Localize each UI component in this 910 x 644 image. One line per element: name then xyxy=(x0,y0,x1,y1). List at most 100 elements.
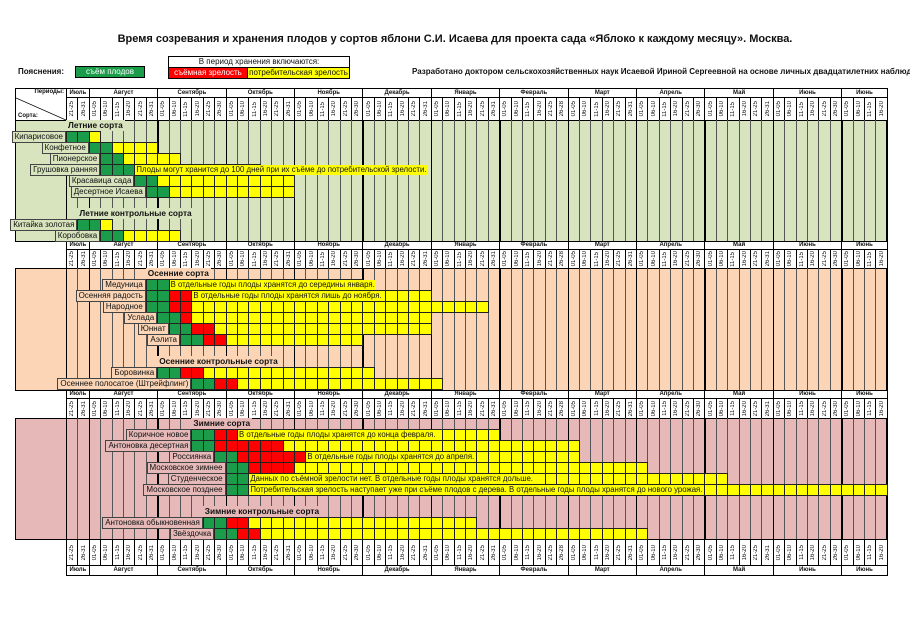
grid-line xyxy=(875,268,877,390)
period-range-label: 06-10 xyxy=(103,544,110,561)
period-range-label: 11-15 xyxy=(456,401,463,416)
grid-line xyxy=(727,120,729,241)
grid-line xyxy=(784,120,786,241)
period-range-label: 11-15 xyxy=(867,101,874,117)
period-range-label: 11-15 xyxy=(456,545,463,560)
variety-label: Народное xyxy=(102,301,146,313)
period-range-label: 01-05 xyxy=(502,400,509,417)
grid-line xyxy=(704,268,706,390)
period-range-label: 21-25 xyxy=(684,544,691,561)
period-range-label: 16-20 xyxy=(673,544,680,561)
grid-line xyxy=(567,268,569,390)
grid-line xyxy=(829,120,831,241)
period-range-label: 06-10 xyxy=(171,251,178,267)
grid-line xyxy=(88,418,91,539)
grid-line xyxy=(316,120,318,241)
period-range-label: 01-05 xyxy=(639,544,646,561)
period-range-label: 01-05 xyxy=(365,101,372,117)
grid-line xyxy=(487,120,489,241)
period-range-label: 06-10 xyxy=(103,400,110,417)
month-header: Апрель xyxy=(636,565,706,576)
grid-line xyxy=(305,120,307,241)
variety-label: Осеннее полосатое (Штрейфлинг) xyxy=(57,378,192,390)
varieties-label: Сорта: xyxy=(18,113,38,119)
period-range-label: 26-31 xyxy=(80,101,87,117)
period-range-label: 11-15 xyxy=(114,545,121,560)
period-header: 16-20 xyxy=(875,398,888,419)
grid-line xyxy=(772,120,775,241)
period-range-label: 26-28 xyxy=(559,400,566,417)
period-range-label: 21-25 xyxy=(205,400,212,417)
month-header: Сентябрь xyxy=(157,565,227,576)
period-range-label: 21-25 xyxy=(205,101,212,117)
period-range-label: 21-25 xyxy=(342,251,349,267)
month-header: Июль xyxy=(66,565,90,576)
corner-diagonal xyxy=(16,97,66,120)
period-range-label: 11-15 xyxy=(867,251,874,267)
grid-line xyxy=(829,268,831,390)
period-range-label: 01-05 xyxy=(433,400,440,417)
period-range-label: 01-05 xyxy=(297,400,304,417)
period-range-label: 06-10 xyxy=(650,544,657,561)
grid-line xyxy=(807,120,808,241)
period-range-label: 16-20 xyxy=(673,251,680,267)
period-range-label: 11-15 xyxy=(456,251,463,267)
period-range-label: 01-05 xyxy=(365,251,372,267)
period-range-label: 26-31 xyxy=(764,544,771,561)
period-range-label: 16-20 xyxy=(810,544,817,561)
legend-harvest: съём плодов xyxy=(75,66,145,78)
period-range-label: 16-20 xyxy=(810,101,817,117)
period-range-label: 26-30 xyxy=(832,400,839,417)
period-range-label: 21-25 xyxy=(753,544,760,561)
cell-consumer xyxy=(430,378,444,390)
period-range-label: 01-05 xyxy=(228,400,235,417)
variety-label: Антоновка десертная xyxy=(105,440,192,452)
period-range-label: 21-25 xyxy=(753,251,760,267)
month-header: Ноябрь xyxy=(294,565,364,576)
period-range-label: 06-10 xyxy=(582,544,589,561)
period-range-label: 26-30 xyxy=(217,400,224,417)
period-range-label: 11-15 xyxy=(593,545,600,560)
period-range-label: 11-15 xyxy=(798,401,805,416)
period-range-label: 21-25 xyxy=(547,400,554,417)
period-header: 16-20 xyxy=(875,539,888,566)
period-range-label: 11-15 xyxy=(730,101,737,117)
grid-line xyxy=(852,268,854,390)
group-heading: Зимние сорта xyxy=(191,418,253,429)
period-range-label: 26-31 xyxy=(627,101,634,117)
grid-line xyxy=(134,268,136,390)
grid-line xyxy=(499,268,501,390)
period-range-label: 01-05 xyxy=(433,251,440,267)
period-range-label: 26-28 xyxy=(559,544,566,561)
grid-line xyxy=(66,268,68,390)
month-header: Март xyxy=(567,565,637,576)
grid-line xyxy=(328,120,330,241)
periods-label: Периоды: xyxy=(34,89,64,95)
period-range-label: 06-10 xyxy=(103,251,110,267)
period-range-label: 26-31 xyxy=(490,400,497,417)
grid-line xyxy=(670,120,672,241)
period-range-label: 11-15 xyxy=(525,401,532,416)
period-range-label: 16-20 xyxy=(468,400,475,417)
grid-line xyxy=(465,120,466,241)
period-range-label: 21-25 xyxy=(411,544,418,561)
period-range-label: 06-10 xyxy=(513,251,520,267)
grid-line xyxy=(134,418,136,539)
cell-consumer xyxy=(636,528,649,540)
variety-label: Китайка золотая xyxy=(10,219,78,231)
variety-note: Плоды могут хранится до 100 дней при их … xyxy=(135,165,428,175)
period-range-label: 01-05 xyxy=(775,251,782,267)
grid-line xyxy=(807,268,808,390)
grid-line xyxy=(613,120,615,241)
grid-line xyxy=(601,268,603,390)
period-range-label: 01-05 xyxy=(707,400,714,417)
period-range-label: 06-10 xyxy=(308,544,315,561)
month-header: Август xyxy=(88,565,159,576)
grid-line xyxy=(510,268,512,390)
period-range-label: 26-31 xyxy=(490,544,497,561)
period-range-label: 16-20 xyxy=(536,544,543,561)
period-range-label: 21-25 xyxy=(753,400,760,417)
period-range-label: 11-15 xyxy=(319,401,326,416)
grid-line xyxy=(795,120,797,241)
period-range-label: 06-10 xyxy=(855,251,862,267)
